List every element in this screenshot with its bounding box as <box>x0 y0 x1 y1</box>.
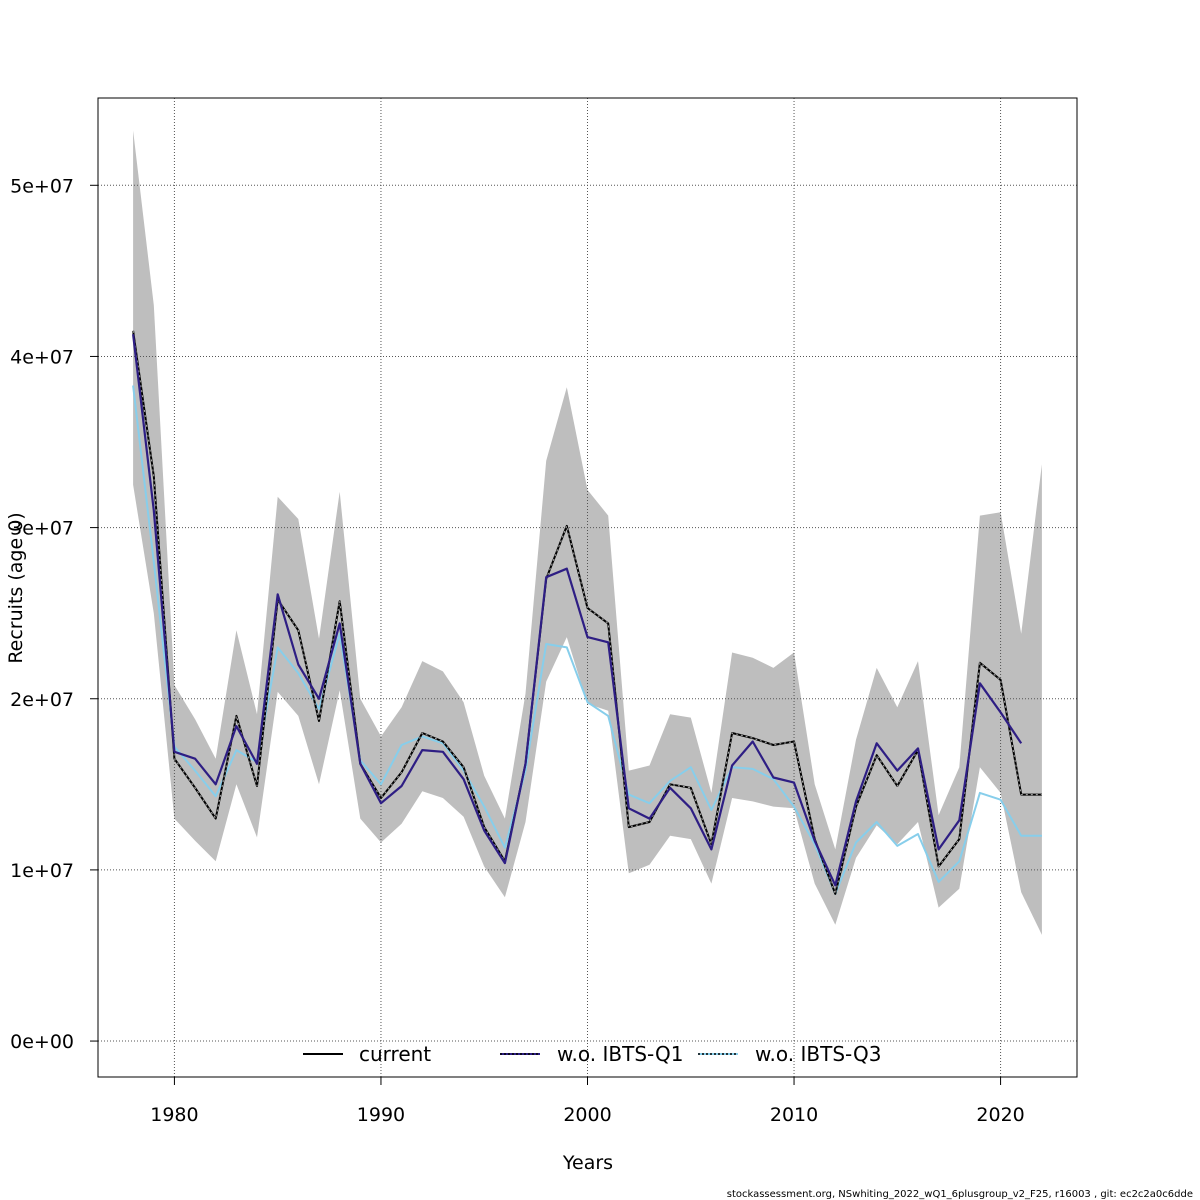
y-tick-label: 2e+07 <box>10 689 74 711</box>
x-tick-label: 2020 <box>976 1104 1024 1126</box>
series-line-current-dash-overlay <box>132 330 1042 896</box>
confidence-band-layer <box>133 130 1042 935</box>
legend-label-q3: w.o. IBTS-Q3 <box>755 1042 881 1066</box>
footer-source: stockassessment.org, NSwhiting_2022_wQ1_… <box>727 1189 1193 1200</box>
confidence-band <box>133 130 1042 935</box>
legend-label-q1: w.o. IBTS-Q1 <box>557 1042 683 1066</box>
x-tick-label: 2010 <box>770 1104 818 1126</box>
series-line-wo-ibts-q3 <box>132 385 1042 895</box>
y-tick-label: 4e+07 <box>10 346 74 368</box>
x-axis-title: Years <box>562 1152 613 1174</box>
series-line-wo-ibts-q1 <box>132 334 1023 887</box>
x-tick-label: 2000 <box>563 1104 611 1126</box>
x-tick-label: 1990 <box>357 1104 405 1126</box>
x-tick-label: 1980 <box>150 1104 198 1126</box>
y-axis-title: Recruits (age 0) <box>5 512 27 663</box>
y-tick-label: 1e+07 <box>10 860 74 882</box>
y-tick-label: 3e+07 <box>10 518 74 540</box>
series-layer <box>132 330 1042 896</box>
legend-label-current: current <box>359 1042 431 1066</box>
y-tick-label: 5e+07 <box>10 175 74 197</box>
y-tick-label: 0e+00 <box>10 1031 74 1053</box>
grid-layer <box>98 98 1077 1077</box>
legend: current w.o. IBTS-Q1 w.o. IBTS-Q3 <box>303 1042 881 1066</box>
axis-layer: 1980 1990 2000 2010 2020 0e+00 1e+07 2e+07 3e+07… <box>10 175 1025 1126</box>
